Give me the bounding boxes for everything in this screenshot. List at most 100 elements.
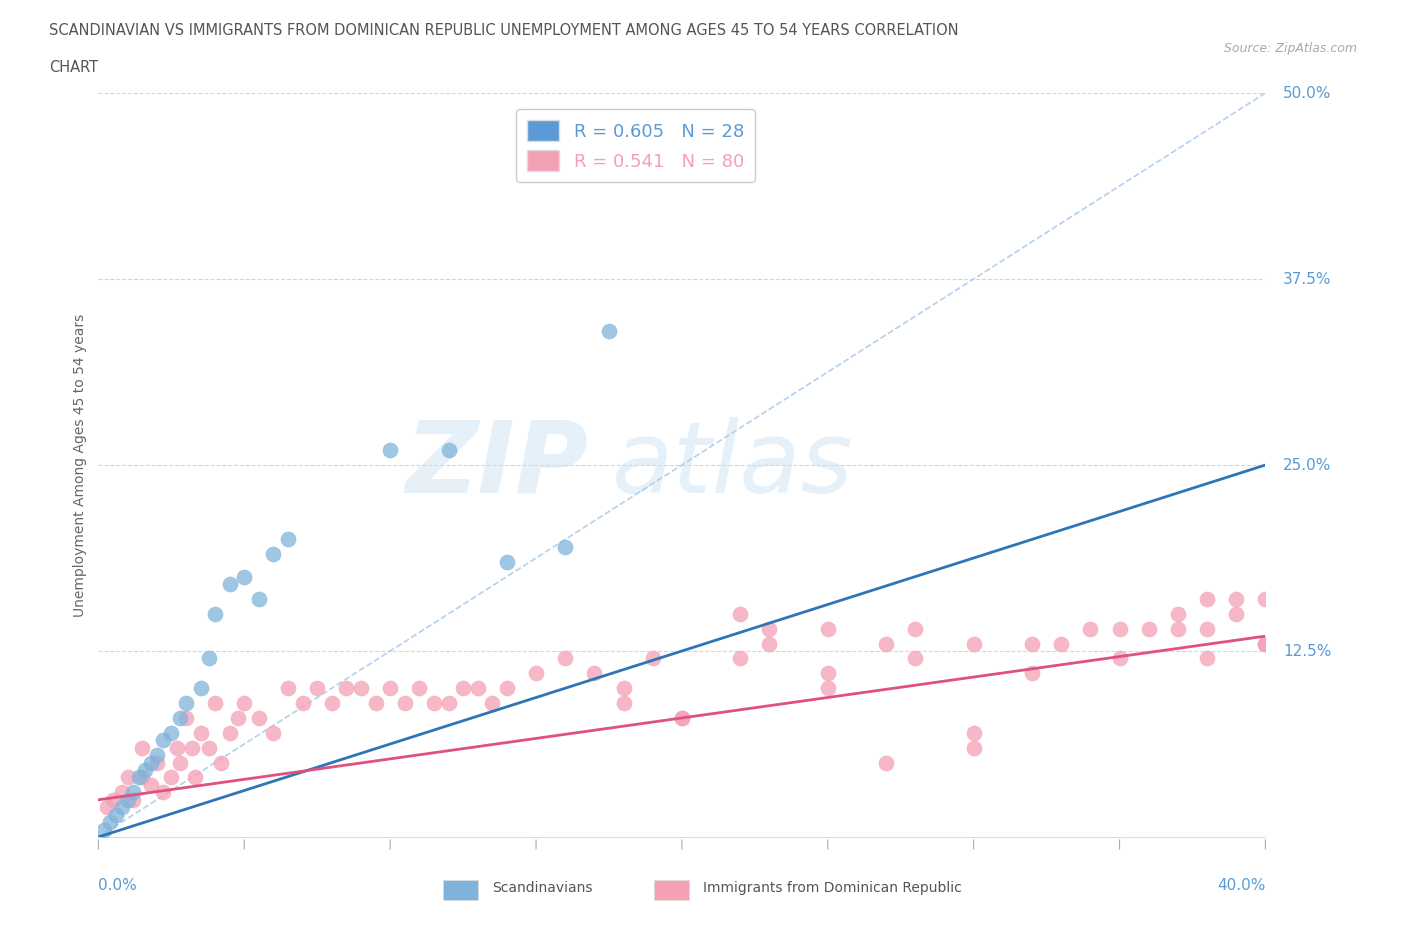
Point bbox=[1108, 651, 1130, 666]
Point bbox=[93, 822, 115, 837]
Point bbox=[481, 696, 503, 711]
Point bbox=[554, 539, 576, 554]
Text: Source: ZipAtlas.com: Source: ZipAtlas.com bbox=[1223, 42, 1357, 55]
Point bbox=[204, 606, 226, 621]
Point bbox=[554, 651, 576, 666]
Point bbox=[117, 770, 139, 785]
Point bbox=[451, 681, 474, 696]
Point bbox=[131, 740, 153, 755]
Point bbox=[152, 785, 174, 800]
Point bbox=[96, 800, 118, 815]
Point bbox=[1108, 621, 1130, 636]
Point bbox=[671, 711, 693, 725]
Point bbox=[146, 755, 169, 770]
Point bbox=[277, 532, 299, 547]
Point bbox=[612, 696, 634, 711]
Legend: R = 0.605   N = 28, R = 0.541   N = 80: R = 0.605 N = 28, R = 0.541 N = 80 bbox=[516, 110, 755, 182]
Point bbox=[233, 696, 256, 711]
Text: 50.0%: 50.0% bbox=[1282, 86, 1331, 100]
Point bbox=[321, 696, 343, 711]
Point bbox=[641, 651, 664, 666]
Point bbox=[104, 807, 127, 822]
Point bbox=[174, 711, 197, 725]
Point bbox=[1021, 636, 1043, 651]
Text: SCANDINAVIAN VS IMMIGRANTS FROM DOMINICAN REPUBLIC UNEMPLOYMENT AMONG AGES 45 TO: SCANDINAVIAN VS IMMIGRANTS FROM DOMINICA… bbox=[49, 23, 959, 38]
Point bbox=[180, 740, 202, 755]
Text: 37.5%: 37.5% bbox=[1282, 272, 1331, 286]
Point bbox=[962, 725, 984, 740]
Point bbox=[233, 569, 256, 584]
Point bbox=[190, 681, 212, 696]
Point bbox=[183, 770, 205, 785]
Point bbox=[262, 547, 284, 562]
Point bbox=[111, 785, 134, 800]
Point bbox=[190, 725, 212, 740]
Point bbox=[1167, 606, 1189, 621]
Point bbox=[817, 621, 839, 636]
Point bbox=[437, 443, 460, 458]
Point bbox=[1254, 636, 1277, 651]
Point bbox=[612, 681, 634, 696]
Point bbox=[228, 711, 250, 725]
Point bbox=[262, 725, 284, 740]
Point bbox=[728, 651, 751, 666]
Point bbox=[1021, 666, 1043, 681]
Point bbox=[1195, 621, 1218, 636]
Text: 25.0%: 25.0% bbox=[1282, 458, 1331, 472]
Text: atlas: atlas bbox=[612, 417, 853, 513]
Point bbox=[335, 681, 357, 696]
Point bbox=[247, 591, 270, 606]
Point bbox=[904, 621, 927, 636]
Y-axis label: Unemployment Among Ages 45 to 54 years: Unemployment Among Ages 45 to 54 years bbox=[73, 313, 87, 617]
Point bbox=[1195, 651, 1218, 666]
Text: Scandinavians: Scandinavians bbox=[492, 881, 592, 896]
Point bbox=[728, 606, 751, 621]
Text: 0.0%: 0.0% bbox=[98, 878, 138, 893]
Point bbox=[378, 443, 402, 458]
Point bbox=[817, 666, 839, 681]
Point bbox=[817, 681, 839, 696]
Point bbox=[467, 681, 489, 696]
Text: CHART: CHART bbox=[49, 60, 98, 75]
Point bbox=[524, 666, 547, 681]
Point bbox=[408, 681, 430, 696]
Point bbox=[875, 755, 897, 770]
Text: 12.5%: 12.5% bbox=[1282, 644, 1331, 658]
Point bbox=[378, 681, 402, 696]
Point bbox=[101, 792, 124, 807]
Text: 40.0%: 40.0% bbox=[1218, 878, 1265, 893]
Point bbox=[166, 740, 188, 755]
Point bbox=[423, 696, 446, 711]
Point bbox=[134, 763, 156, 777]
Point bbox=[204, 696, 226, 711]
Point bbox=[1225, 606, 1247, 621]
Point bbox=[1195, 591, 1218, 606]
Point bbox=[218, 577, 240, 591]
Point bbox=[394, 696, 416, 711]
Point bbox=[671, 711, 693, 725]
Point bbox=[904, 651, 927, 666]
Point bbox=[291, 696, 314, 711]
Point bbox=[598, 324, 620, 339]
Point bbox=[131, 770, 153, 785]
Point bbox=[962, 636, 984, 651]
Point bbox=[1254, 636, 1277, 651]
Point bbox=[169, 711, 191, 725]
Point bbox=[350, 681, 373, 696]
Point bbox=[160, 725, 183, 740]
Point bbox=[139, 755, 162, 770]
Point bbox=[495, 681, 517, 696]
Point bbox=[1167, 621, 1189, 636]
Point bbox=[174, 696, 197, 711]
Point bbox=[1080, 621, 1102, 636]
Point bbox=[139, 777, 162, 792]
Point bbox=[1050, 636, 1073, 651]
Point bbox=[247, 711, 270, 725]
Point bbox=[122, 792, 145, 807]
Point bbox=[198, 651, 221, 666]
Point bbox=[198, 740, 221, 755]
Point bbox=[146, 748, 169, 763]
Point bbox=[218, 725, 240, 740]
Point bbox=[1254, 591, 1277, 606]
Point bbox=[122, 785, 145, 800]
